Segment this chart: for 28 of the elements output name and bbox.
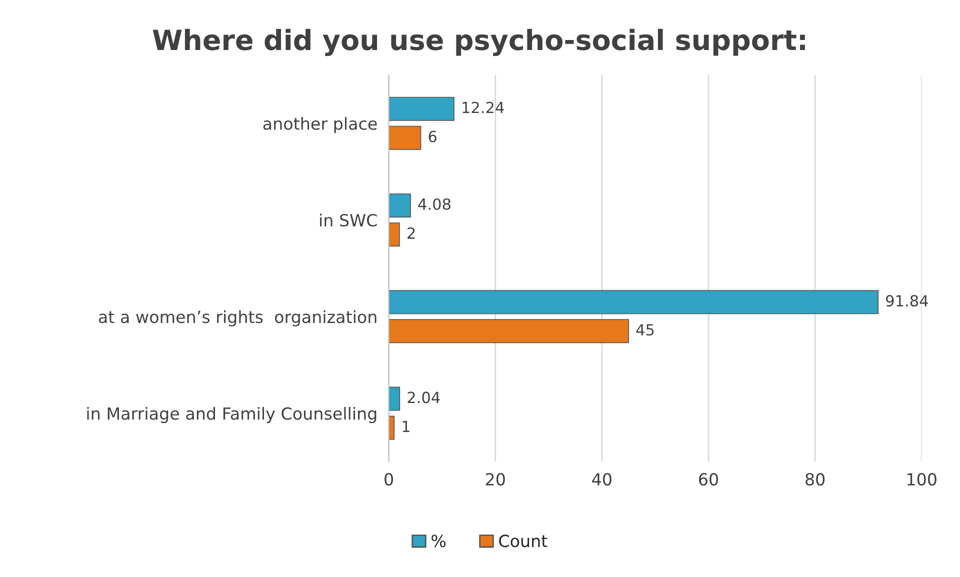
- bar: [388, 319, 629, 344]
- y-tick-label: at a women’s rights organization: [98, 310, 376, 326]
- data-label: 12.24: [462, 102, 504, 114]
- bar: [388, 222, 400, 246]
- bar: [388, 96, 454, 121]
- data-label: 1: [402, 420, 410, 432]
- data-label: 91.84: [886, 295, 928, 307]
- bar: [388, 126, 422, 150]
- data-label: 4.08: [418, 198, 450, 210]
- x-tick-label: 100: [908, 473, 936, 486]
- y-tick-label: another place: [263, 117, 377, 134]
- data-label: 2.04: [408, 392, 440, 404]
- data-label: 6: [428, 130, 436, 142]
- bar: [388, 386, 400, 411]
- bar: [388, 193, 411, 218]
- data-label: 2: [408, 227, 415, 239]
- legend-label: %: [432, 534, 446, 548]
- x-tick-label: 0: [384, 473, 393, 486]
- data-label: 45: [636, 324, 654, 336]
- chart-title: Where did you use psycho-social support:: [152, 28, 805, 56]
- x-tick-label: 60: [699, 473, 718, 486]
- y-tick-label: in SWC: [320, 214, 377, 227]
- legend-label: Count: [499, 534, 548, 548]
- x-tick-label: 40: [592, 473, 612, 486]
- bar: [388, 290, 879, 314]
- x-tick-label: 80: [806, 473, 825, 486]
- x-tick-label: 20: [486, 473, 505, 486]
- y-tick-label: in Marriage and Family Counselling: [87, 406, 376, 424]
